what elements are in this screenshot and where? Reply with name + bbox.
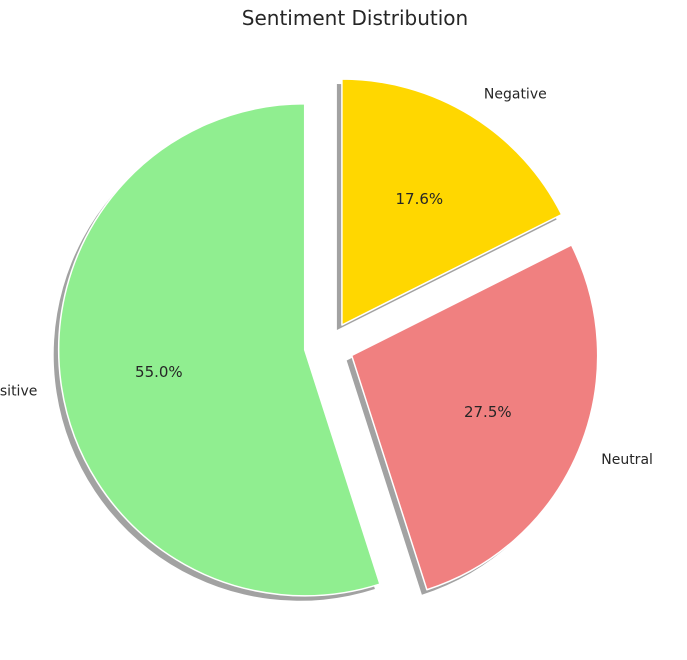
slice-label-negative: Negative	[484, 87, 547, 103]
percentage-labels: 55.0% 27.5% 17.6%	[135, 190, 512, 421]
slice-percent-neutral: 27.5%	[464, 403, 512, 421]
slice-percent-negative: 17.6%	[396, 190, 444, 208]
slice-label-neutral: Neutral	[601, 452, 653, 468]
slice-percent-positive: 55.0%	[135, 363, 183, 381]
pie-slice-neutral	[350, 244, 599, 591]
pie-slice-positive	[58, 103, 381, 597]
pie-slices	[58, 78, 599, 597]
pie-slice-negative	[341, 78, 563, 326]
slice-label-positive: Positive	[0, 384, 37, 400]
category-labels: Positive Neutral Negative	[0, 87, 653, 468]
chart-title: Sentiment Distribution	[242, 6, 468, 30]
